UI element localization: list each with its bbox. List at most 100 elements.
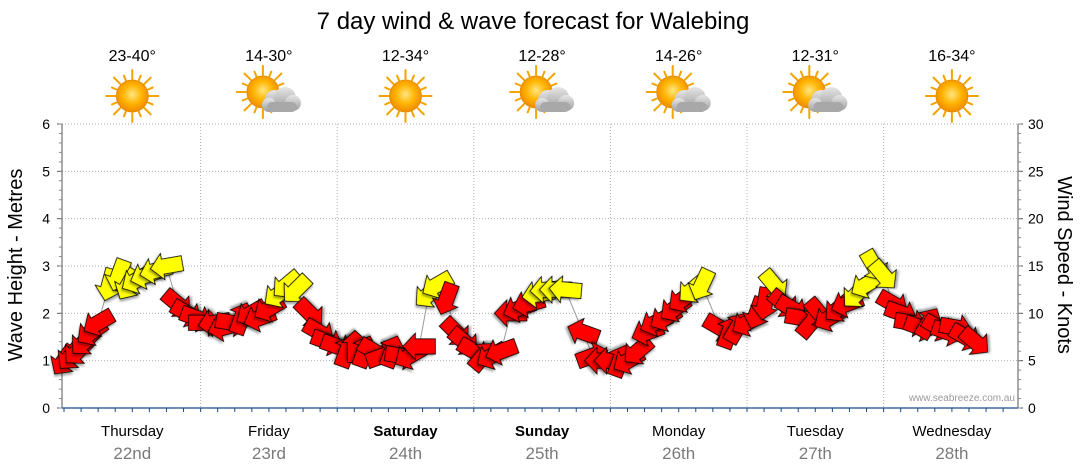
day-label: Thursday (101, 423, 164, 440)
y-right-tick-label: 25 (1028, 163, 1044, 179)
sun-ray (110, 86, 118, 91)
sun-rays (105, 69, 160, 123)
sun-ray (526, 106, 531, 114)
sun-disc (115, 79, 149, 113)
day-labels: Thursday 22nd Friday 23rd Saturday 24th Sunday… (101, 423, 992, 463)
wind-arrows (50, 247, 988, 379)
sun-ray (137, 110, 142, 118)
sun-ray (273, 72, 283, 81)
sun-ray (962, 107, 972, 116)
y-left-tick-label: 4 (42, 211, 50, 227)
y-left-tick-label: 2 (42, 305, 50, 321)
sun-ray (651, 82, 658, 87)
sun-cloud-icon (235, 65, 301, 119)
sun-ray (137, 74, 142, 82)
sun-ray (112, 76, 122, 85)
sun-ray (653, 103, 662, 112)
sun-ray (384, 101, 391, 106)
temperature-range: 14-30° (245, 48, 292, 65)
cloud-base (676, 102, 707, 112)
sun-ray (411, 74, 415, 82)
sun-ray (957, 74, 962, 82)
sun-ray (122, 74, 127, 82)
sun-ray (241, 97, 249, 102)
y-left-tick-label: 6 (42, 116, 50, 132)
sun-ray (683, 72, 693, 81)
wind-arrow (283, 272, 314, 303)
cloud-base (813, 102, 844, 112)
date-label: 22nd (113, 444, 151, 463)
sun-ray (787, 82, 795, 87)
wind-arrow (83, 307, 117, 337)
sun-ray (253, 70, 258, 78)
sun-ray (241, 82, 249, 87)
sun-ray (143, 107, 152, 116)
temperature-range: 12-34° (382, 48, 429, 65)
sun-ray (147, 101, 154, 106)
day-label: Wednesday (912, 423, 991, 440)
sun-cloud-icon (645, 65, 711, 119)
temperature-range: 14-26° (655, 48, 702, 65)
date-label: 27th (799, 444, 832, 463)
y-right-tick-label: 15 (1028, 258, 1044, 274)
sun-ray (143, 76, 152, 85)
day-label: Tuesday (787, 423, 844, 440)
sun-icon (924, 69, 979, 123)
sun-ray (932, 107, 941, 116)
wind-arrow (485, 337, 520, 366)
sun-ray (547, 72, 556, 81)
sun-ray (942, 110, 947, 118)
y-left-tick-label: 0 (42, 400, 50, 416)
grid (62, 123, 1018, 408)
sun-disc (935, 79, 969, 113)
credit-text: www.seabreeze.com.au (908, 393, 1015, 404)
sun-ray (663, 70, 668, 78)
sun-ray (787, 97, 795, 102)
y-left-tick-label: 5 (42, 163, 50, 179)
wind-arrow (548, 275, 583, 304)
sun-ray (962, 76, 972, 85)
sun-ray (653, 72, 662, 81)
sun-icon (378, 69, 433, 123)
cloud-shape (808, 87, 848, 112)
sun-ray (386, 107, 395, 116)
date-label: 25th (526, 444, 559, 463)
wind-arrow (624, 334, 656, 365)
sun-ray (930, 101, 938, 106)
sun-ray (122, 110, 127, 118)
y-right-tick-label: 5 (1028, 353, 1036, 369)
y-axis-left-label: Wave Height - Metres (5, 169, 27, 362)
sun-ray (526, 70, 531, 78)
sun-ray (420, 101, 427, 106)
sun-ray (541, 70, 546, 78)
sun-ray (799, 70, 804, 78)
wind-arrow (402, 332, 436, 361)
day-label: Friday (248, 423, 290, 440)
date-label: 23rd (252, 444, 286, 463)
wind-arrow (957, 324, 988, 355)
sun-ray (678, 70, 683, 78)
y-right-tick-label: 10 (1028, 305, 1044, 321)
sun-ray (253, 106, 258, 114)
day-label: Sunday (515, 423, 570, 440)
sun-cloud-icon (509, 65, 575, 119)
wind-arrow (149, 252, 185, 281)
cloud-shape (535, 87, 575, 112)
sun-ray (966, 101, 974, 106)
sun-ray (516, 72, 526, 81)
sun-ray (814, 70, 819, 78)
y-right-tick-label: 30 (1028, 116, 1044, 132)
sun-ray (147, 86, 154, 91)
temperature-range: 12-31° (792, 48, 839, 65)
temperature-range: 23-40° (109, 48, 156, 65)
y-left-tick-label: 3 (42, 258, 50, 274)
sun-ray (820, 72, 829, 81)
sun-ray (687, 82, 695, 87)
cloud-shape (261, 87, 301, 112)
sun-ray (663, 106, 668, 114)
sun-ray (799, 106, 804, 114)
sun-ray (932, 76, 941, 85)
y-axis-right-label: Wind Speed - Knots (1053, 176, 1075, 354)
axes: 0 1 2 3 4 5 6 0 5 10 15 20 25 30 (42, 116, 1044, 416)
